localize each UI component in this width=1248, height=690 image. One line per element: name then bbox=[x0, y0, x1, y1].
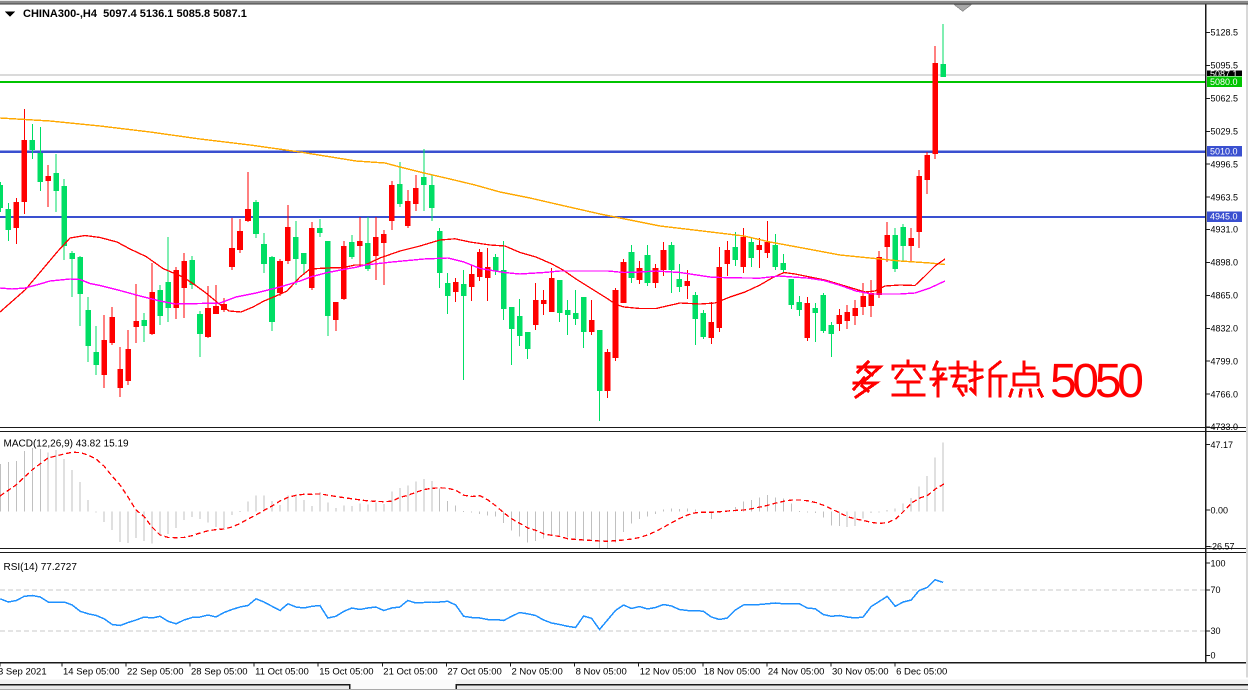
svg-text:4945.0: 4945.0 bbox=[1210, 212, 1238, 222]
svg-text:CHINA300-,H4 5097.4 5136.1 50: CHINA300-,H4 5097.4 5136.1 5085.8 5087.1 bbox=[23, 8, 247, 20]
svg-text:8 Nov 05:00: 8 Nov 05:00 bbox=[576, 667, 627, 678]
svg-text:6 Dec 05:00: 6 Dec 05:00 bbox=[896, 667, 947, 678]
svg-text:14 Sep 05:00: 14 Sep 05:00 bbox=[63, 667, 120, 678]
svg-text:5050: 5050 bbox=[1050, 355, 1144, 408]
svg-text:4963.5: 4963.5 bbox=[1211, 192, 1239, 202]
svg-text:4799.0: 4799.0 bbox=[1211, 356, 1239, 366]
svg-text:47.17: 47.17 bbox=[1211, 440, 1234, 450]
svg-text:30: 30 bbox=[1211, 626, 1221, 636]
svg-text:30 Nov 05:00: 30 Nov 05:00 bbox=[832, 667, 889, 678]
svg-text:5029.5: 5029.5 bbox=[1211, 127, 1239, 137]
svg-text:70: 70 bbox=[1211, 585, 1221, 595]
svg-text:4766.0: 4766.0 bbox=[1211, 389, 1239, 399]
svg-text:2 Nov 05:00: 2 Nov 05:00 bbox=[512, 667, 563, 678]
svg-text:15 Oct 05:00: 15 Oct 05:00 bbox=[319, 667, 373, 678]
svg-text:12 Nov 05:00: 12 Nov 05:00 bbox=[640, 667, 697, 678]
svg-text:4733.0: 4733.0 bbox=[1211, 422, 1239, 432]
svg-text:5095.5: 5095.5 bbox=[1211, 61, 1239, 71]
svg-text:5087.1: 5087.1 bbox=[1210, 69, 1238, 79]
svg-text:-26.57: -26.57 bbox=[1209, 542, 1235, 552]
svg-text:100: 100 bbox=[1211, 558, 1226, 568]
svg-text:4865.0: 4865.0 bbox=[1211, 291, 1239, 301]
svg-text:5062.5: 5062.5 bbox=[1211, 94, 1239, 104]
svg-text:4832.0: 4832.0 bbox=[1211, 324, 1239, 334]
svg-text:5128.5: 5128.5 bbox=[1211, 28, 1239, 38]
svg-text:3 Sep 2021: 3 Sep 2021 bbox=[0, 667, 47, 678]
svg-text:28 Sep 05:00: 28 Sep 05:00 bbox=[191, 667, 248, 678]
svg-text:RSI(14) 77.2727: RSI(14) 77.2727 bbox=[4, 562, 78, 573]
svg-text:27 Oct 05:00: 27 Oct 05:00 bbox=[447, 667, 501, 678]
svg-text:4898.0: 4898.0 bbox=[1211, 258, 1239, 268]
svg-text:0: 0 bbox=[1211, 651, 1216, 661]
svg-text:0.00: 0.00 bbox=[1211, 505, 1229, 515]
svg-text:18 Nov 05:00: 18 Nov 05:00 bbox=[704, 667, 761, 678]
svg-text:5080.0: 5080.0 bbox=[1210, 77, 1238, 87]
svg-text:21 Oct 05:00: 21 Oct 05:00 bbox=[383, 667, 437, 678]
svg-text:4931.0: 4931.0 bbox=[1211, 225, 1239, 235]
svg-text:22 Sep 05:00: 22 Sep 05:00 bbox=[127, 667, 184, 678]
svg-text:MACD(12,26,9) 43.82 15.19: MACD(12,26,9) 43.82 15.19 bbox=[4, 439, 130, 450]
svg-text:5010.0: 5010.0 bbox=[1210, 146, 1238, 156]
svg-text:11 Oct 05:00: 11 Oct 05:00 bbox=[255, 667, 309, 678]
svg-text:4996.5: 4996.5 bbox=[1211, 159, 1239, 169]
svg-text:24 Nov 05:00: 24 Nov 05:00 bbox=[768, 667, 825, 678]
